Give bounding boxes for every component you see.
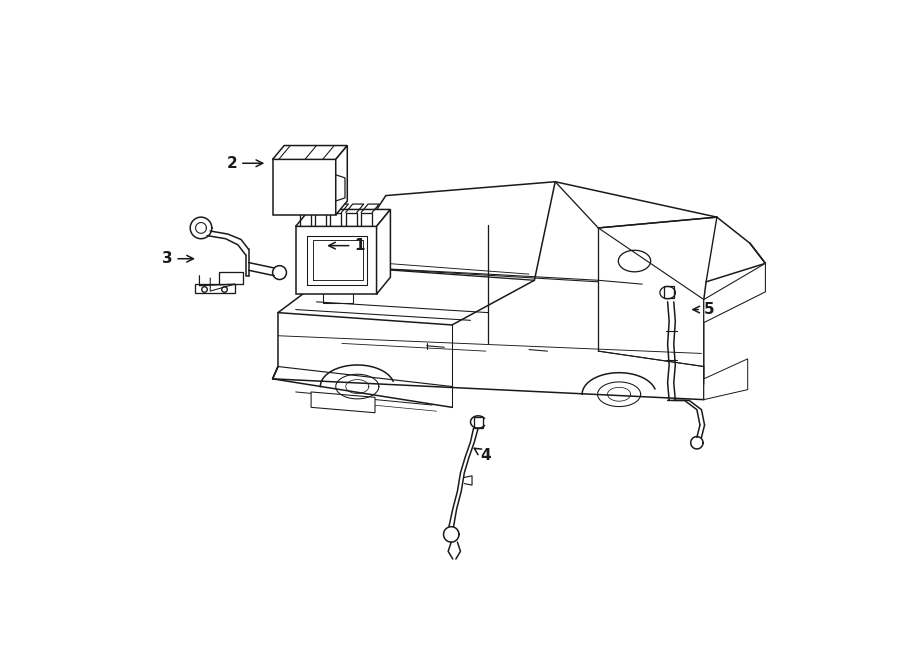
Polygon shape xyxy=(296,210,391,226)
Polygon shape xyxy=(194,284,235,293)
Polygon shape xyxy=(273,145,347,159)
Polygon shape xyxy=(704,263,765,323)
Polygon shape xyxy=(296,226,376,294)
Text: 2: 2 xyxy=(227,156,263,171)
Text: 1: 1 xyxy=(328,238,364,253)
Text: 5: 5 xyxy=(693,302,715,317)
Polygon shape xyxy=(336,145,347,215)
Polygon shape xyxy=(704,359,748,400)
Text: 4: 4 xyxy=(474,448,491,463)
Polygon shape xyxy=(664,286,674,298)
Polygon shape xyxy=(311,392,375,412)
Polygon shape xyxy=(376,210,391,294)
Polygon shape xyxy=(473,416,482,428)
Polygon shape xyxy=(273,159,336,215)
Text: 3: 3 xyxy=(162,251,194,266)
Polygon shape xyxy=(220,272,243,284)
